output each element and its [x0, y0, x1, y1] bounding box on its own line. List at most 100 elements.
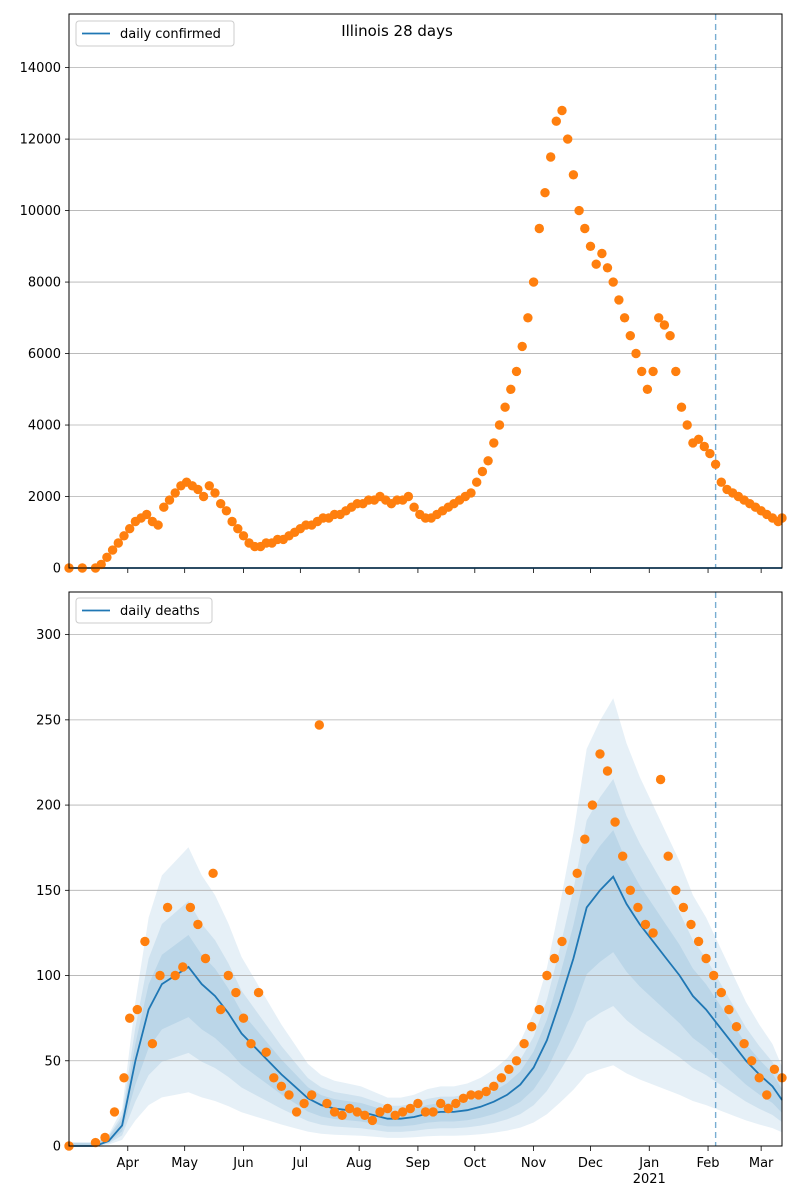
confirmed-y-tick-label: 0	[53, 562, 61, 577]
deaths-scatter-points	[64, 720, 787, 1151]
confirmed-data-point	[466, 488, 476, 498]
confirmed-data-point	[193, 484, 203, 495]
confirmed-data-point	[642, 384, 653, 394]
confirmed-data-point	[699, 441, 709, 452]
confirmed-data-point	[164, 495, 175, 505]
confirmed-legend-box	[75, 20, 235, 47]
confirmed-data-point	[557, 105, 567, 116]
deaths-data-point	[534, 1004, 544, 1015]
deaths-data-point	[671, 885, 681, 895]
deaths-data-point	[557, 936, 567, 947]
x-tick-label: 2021	[633, 1172, 666, 1187]
x-tick-label: Jul	[292, 1156, 309, 1171]
deaths-data-point	[564, 885, 575, 895]
deaths-data-point	[481, 1086, 491, 1097]
confirmed-data-point	[568, 170, 579, 180]
confirmed-data-point	[671, 366, 681, 377]
confirmed-data-point	[716, 477, 726, 487]
confirmed-data-point	[500, 402, 510, 412]
deaths-data-point	[625, 885, 635, 895]
confirmed-data-point	[409, 502, 419, 512]
confirmed-data-point	[523, 313, 533, 323]
confirmed-data-point	[625, 331, 635, 341]
confirmed-data-point	[546, 152, 556, 162]
deaths-data-point	[299, 1098, 309, 1109]
deaths-data-point	[542, 970, 552, 981]
confirmed-data-point	[563, 134, 573, 144]
confirmed-data-point	[238, 531, 249, 541]
deaths-data-point	[663, 851, 673, 861]
deaths-plot-frame	[68, 591, 783, 1147]
deaths-data-point	[269, 1073, 279, 1083]
deaths-data-point	[261, 1047, 271, 1057]
credible-band	[69, 698, 782, 1146]
confirmed-data-point	[477, 466, 488, 477]
x-tick-label: Oct	[464, 1156, 486, 1171]
deaths-data-point	[253, 987, 264, 998]
x-tick-label: Dec	[578, 1156, 603, 1171]
deaths-data-point	[686, 919, 696, 930]
confirmed-y-tick-label: 2000	[28, 490, 61, 505]
confirmed-data-point	[580, 223, 590, 234]
confirmed-data-point	[631, 348, 641, 359]
confirmed-data-point	[665, 331, 675, 341]
deaths-data-point	[473, 1090, 484, 1100]
confirmed-data-point	[96, 559, 106, 570]
confirmed-data-point	[591, 259, 601, 269]
deaths-legend-label: daily deaths	[120, 604, 200, 619]
confirmed-y-tick-label: 8000	[28, 276, 61, 291]
deaths-data-point	[390, 1110, 400, 1121]
deaths-y-tick-label: 0	[53, 1140, 61, 1155]
deaths-credible-bands	[69, 698, 782, 1146]
deaths-data-point	[527, 1021, 537, 1032]
deaths-data-point	[580, 834, 590, 844]
deaths-y-tick-label: 250	[36, 713, 61, 728]
confirmed-y-tick-labels: 0 2000 4000 6000 8000 10000 12000 14000	[20, 61, 69, 577]
x-tick-label: Feb	[697, 1156, 720, 1171]
confirmed-data-point	[216, 499, 226, 509]
confirmed-data-point	[705, 448, 715, 459]
deaths-data-point	[458, 1093, 469, 1104]
deaths-data-point	[405, 1103, 415, 1114]
deaths-data-point	[109, 1107, 120, 1117]
confirmed-data-point	[198, 491, 209, 502]
deaths-data-point	[618, 851, 628, 861]
deaths-legend: daily deaths	[75, 597, 213, 624]
deaths-data-point	[352, 1107, 362, 1117]
deaths-data-point	[398, 1107, 408, 1117]
deaths-data-point	[762, 1090, 772, 1100]
x-tick-label: Jun	[232, 1156, 253, 1171]
deaths-data-point	[185, 902, 196, 913]
deaths-data-point	[716, 987, 726, 998]
confirmed-data-point	[574, 205, 584, 216]
deaths-data-point	[731, 1021, 742, 1032]
confirmed-data-point	[125, 524, 135, 534]
deaths-data-point	[587, 800, 598, 810]
deaths-data-point	[701, 953, 711, 964]
confirmed-data-point	[483, 456, 493, 466]
confirmed-data-point	[472, 477, 482, 487]
deaths-data-point	[125, 1013, 135, 1023]
confirmed-data-point	[648, 366, 658, 377]
confirmed-data-point	[608, 277, 618, 287]
deaths-data-point	[147, 1039, 158, 1049]
deaths-data-point	[633, 902, 643, 913]
deaths-data-point	[496, 1073, 507, 1083]
confirmed-data-point	[170, 488, 180, 498]
deaths-data-point	[466, 1090, 476, 1100]
confirmed-data-point	[210, 488, 220, 498]
deaths-data-point	[602, 766, 613, 776]
deaths-legend-box	[75, 597, 213, 624]
deaths-data-point	[678, 902, 689, 913]
confirmed-data-point	[659, 320, 670, 330]
deaths-y-tick-label: 150	[36, 884, 61, 899]
deaths-data-point	[119, 1073, 129, 1083]
deaths-data-point	[724, 1004, 734, 1015]
confirmed-data-point	[227, 516, 237, 527]
confirmed-scatter-points	[64, 105, 787, 573]
confirmed-data-point	[540, 188, 550, 198]
deaths-data-point	[170, 970, 180, 981]
deaths-data-point	[231, 987, 241, 998]
deaths-panel: 0 50 100 150 200 250 300 Apr May Jun Jul Aug Sep Oct…	[36, 591, 787, 1187]
